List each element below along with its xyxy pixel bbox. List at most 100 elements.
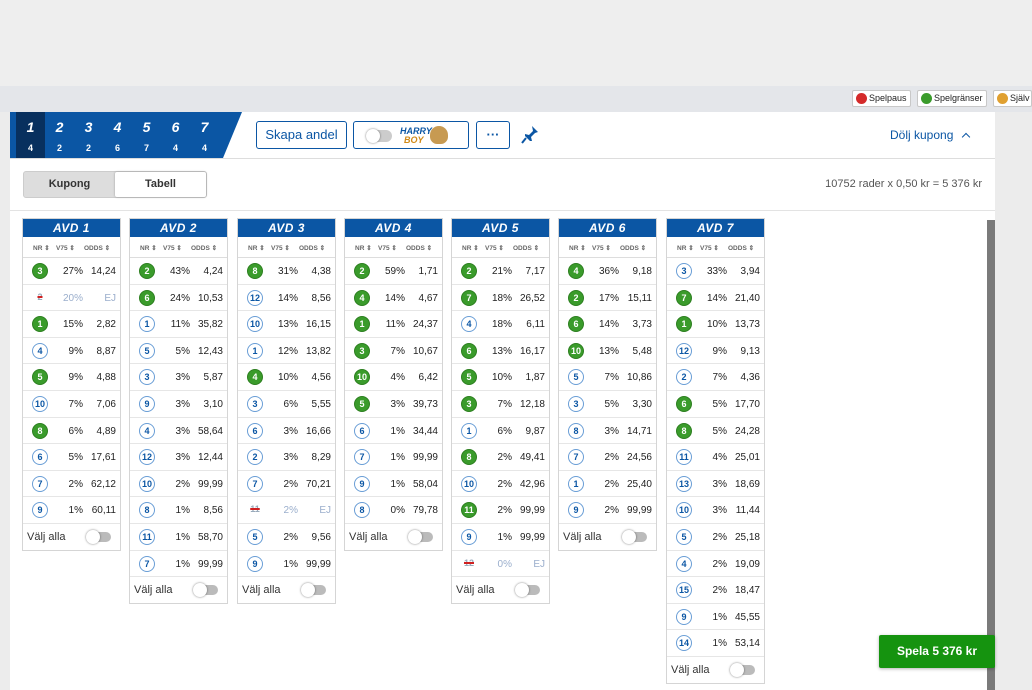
odds-sort-header[interactable]: ODDS ⇕: [620, 245, 647, 252]
horse-number-button[interactable]: 4: [32, 342, 48, 359]
horse-number-button[interactable]: 7: [354, 449, 370, 466]
horse-number-button[interactable]: 3: [568, 395, 584, 412]
horse-number-button[interactable]: 9: [32, 502, 48, 519]
horse-number-button[interactable]: 10: [139, 475, 155, 492]
horse-number-button[interactable]: 15: [676, 582, 692, 599]
horse-number-button[interactable]: 9: [676, 608, 692, 625]
scrollbar[interactable]: [987, 220, 995, 690]
horse-number-button[interactable]: 6: [139, 289, 155, 306]
horse-number-button[interactable]: 10: [676, 502, 692, 519]
horse-number-button[interactable]: 3: [676, 263, 692, 279]
harry-boy-toggle[interactable]: [366, 129, 392, 143]
horse-number-button[interactable]: 5: [568, 369, 584, 386]
horse-number-button[interactable]: 14: [676, 635, 692, 652]
nr-sort-header[interactable]: NR ⇕: [355, 245, 372, 252]
select-all-toggle[interactable]: [730, 662, 755, 677]
horse-number-button[interactable]: 7: [139, 555, 155, 572]
horse-number-button[interactable]: 1: [676, 316, 692, 333]
horse-number-button[interactable]: 2: [354, 263, 370, 279]
v75-sort-header[interactable]: V75 ⇕: [700, 245, 719, 252]
horse-number-button[interactable]: 2: [676, 369, 692, 386]
horse-number-button[interactable]: 5: [676, 528, 692, 545]
odds-sort-header[interactable]: ODDS ⇕: [513, 245, 540, 252]
horse-number-button[interactable]: 3: [247, 395, 263, 412]
horse-number-button[interactable]: 9: [247, 555, 263, 572]
horse-number-button[interactable]: 5: [247, 528, 263, 545]
horse-number-button[interactable]: 12: [247, 289, 263, 306]
nr-sort-header[interactable]: NR ⇕: [248, 245, 265, 252]
play-button[interactable]: Spela 5 376 kr: [879, 635, 995, 668]
spelgranser-button[interactable]: Spelgränser: [917, 90, 987, 107]
share-button[interactable]: Skapa andel: [256, 121, 347, 149]
v75-sort-header[interactable]: V75 ⇕: [378, 245, 397, 252]
select-all-toggle[interactable]: [515, 583, 540, 598]
horse-number-button[interactable]: 12: [139, 449, 155, 466]
hide-coupon-button[interactable]: Dölj kupong: [890, 128, 971, 142]
nr-sort-header[interactable]: NR ⇕: [33, 245, 50, 252]
horse-number-button[interactable]: 4: [139, 422, 155, 439]
horse-number-button[interactable]: 11: [139, 528, 155, 545]
horse-number-button[interactable]: 5: [32, 369, 48, 386]
horse-number-button[interactable]: 5: [461, 369, 477, 386]
horse-number-button[interactable]: 3: [461, 395, 477, 412]
horse-number-button[interactable]: 11: [676, 449, 692, 466]
horse-number-button[interactable]: 1: [568, 475, 584, 492]
horse-number-button[interactable]: 13: [676, 475, 692, 492]
harry-boy-button[interactable]: HARRY BOY: [353, 121, 469, 149]
horse-number-button[interactable]: 10: [568, 342, 584, 359]
horse-number-button[interactable]: 2: [568, 289, 584, 306]
horse-number-button[interactable]: 6: [676, 395, 692, 412]
odds-sort-header[interactable]: ODDS ⇕: [191, 245, 218, 252]
horse-number-button[interactable]: 7: [461, 289, 477, 306]
select-all-toggle[interactable]: [622, 529, 647, 544]
select-all-toggle[interactable]: [301, 583, 326, 598]
horse-number-button[interactable]: 5: [354, 395, 370, 412]
horse-number-button[interactable]: 6: [461, 342, 477, 359]
horse-number-button[interactable]: 10: [354, 369, 370, 386]
horse-number-button[interactable]: 3: [139, 369, 155, 386]
horse-number-button[interactable]: 4: [568, 263, 584, 279]
nr-sort-header[interactable]: NR ⇕: [569, 245, 586, 252]
v75-sort-header[interactable]: V75 ⇕: [592, 245, 611, 252]
horse-number-button[interactable]: 1: [354, 316, 370, 333]
horse-number-button[interactable]: 4: [354, 289, 370, 306]
horse-number-button[interactable]: 4: [461, 316, 477, 333]
more-button[interactable]: ···: [476, 121, 510, 149]
horse-number-button[interactable]: 6: [568, 316, 584, 333]
horse-number-button[interactable]: 10: [247, 316, 263, 333]
horse-number-button[interactable]: 2: [139, 263, 155, 279]
horse-number-button[interactable]: 4: [676, 555, 692, 572]
tab-tabell[interactable]: Tabell: [115, 172, 206, 197]
nr-sort-header[interactable]: NR ⇕: [677, 245, 694, 252]
odds-sort-header[interactable]: ODDS ⇕: [84, 245, 111, 252]
horse-number-button[interactable]: 9: [139, 395, 155, 412]
horse-number-button[interactable]: 5: [139, 342, 155, 359]
horse-number-button[interactable]: 10: [461, 475, 477, 492]
odds-sort-header[interactable]: ODDS ⇕: [728, 245, 755, 252]
horse-number-button[interactable]: 6: [247, 422, 263, 439]
horse-number-button[interactable]: 9: [461, 528, 477, 545]
sjalvtest-button[interactable]: Själv: [993, 90, 1032, 107]
horse-number-button[interactable]: 7: [247, 475, 263, 492]
v75-sort-header[interactable]: V75 ⇕: [163, 245, 182, 252]
horse-number-button[interactable]: 7: [32, 475, 48, 492]
horse-number-button[interactable]: 10: [32, 395, 48, 412]
horse-number-button[interactable]: 3: [354, 342, 370, 359]
horse-number-button[interactable]: 11: [461, 502, 477, 519]
horse-number-button[interactable]: 8: [32, 422, 48, 439]
spelpaus-button[interactable]: Spelpaus: [852, 90, 911, 107]
select-all-toggle[interactable]: [86, 529, 111, 544]
horse-number-button[interactable]: 2: [247, 449, 263, 466]
v75-sort-header[interactable]: V75 ⇕: [485, 245, 504, 252]
select-all-toggle[interactable]: [408, 529, 433, 544]
horse-number-button[interactable]: 6: [354, 422, 370, 439]
horse-number-button[interactable]: 6: [32, 449, 48, 466]
horse-number-button[interactable]: 8: [568, 422, 584, 439]
